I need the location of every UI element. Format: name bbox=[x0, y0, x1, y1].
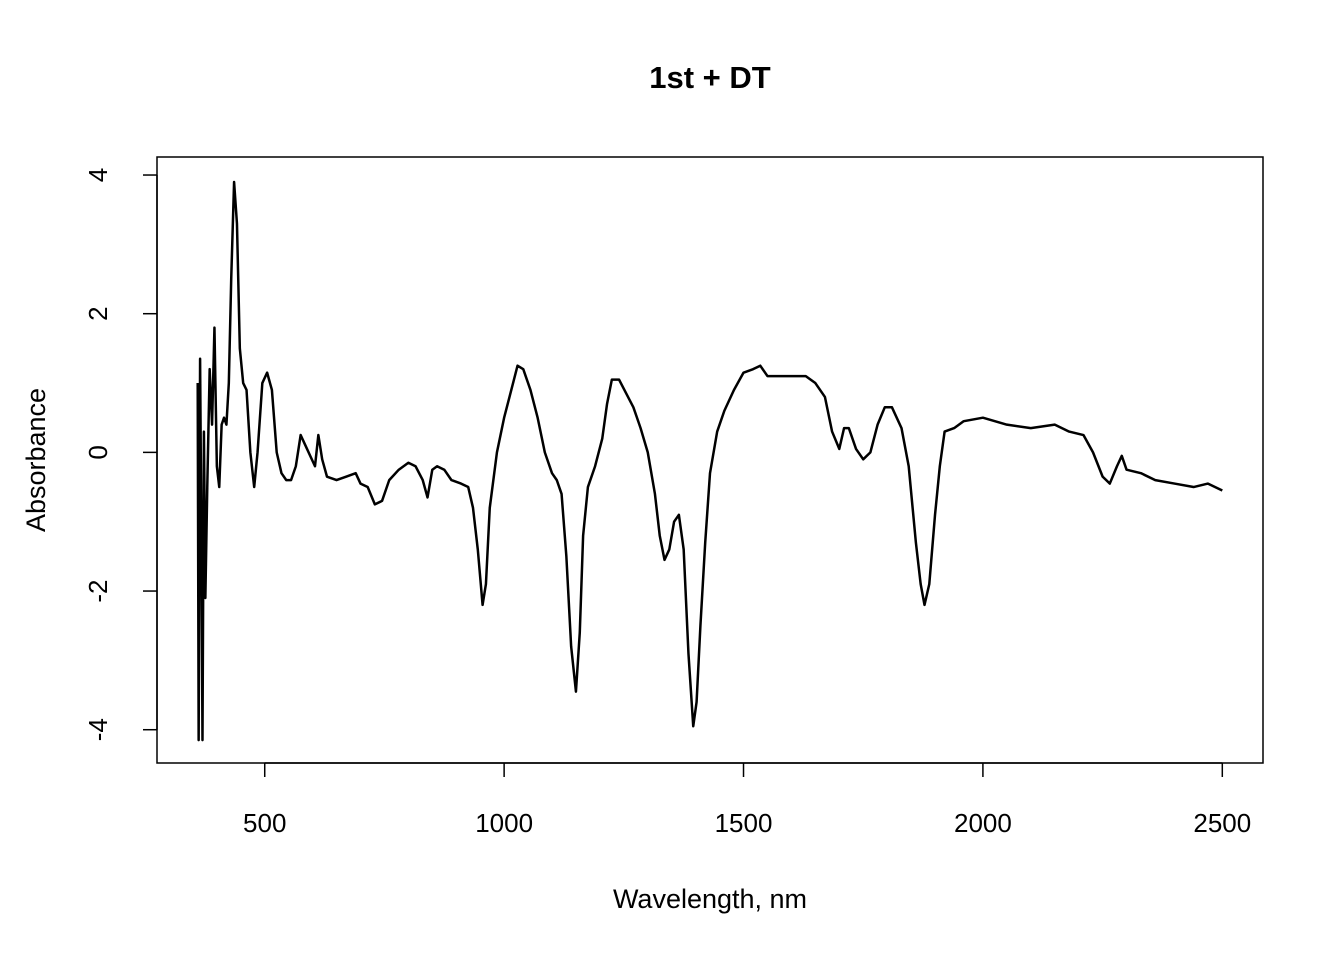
y-tick-label: -4 bbox=[83, 718, 113, 741]
y-tick-label: 2 bbox=[83, 306, 113, 320]
x-tick-label: 1500 bbox=[715, 808, 773, 838]
x-tick-label: 2000 bbox=[954, 808, 1012, 838]
x-tick-label: 2500 bbox=[1193, 808, 1251, 838]
y-axis-label: Absorbance bbox=[21, 388, 51, 532]
x-axis-label: Wavelength, nm bbox=[613, 884, 807, 914]
x-tick-label: 500 bbox=[243, 808, 286, 838]
y-tick-label: 0 bbox=[83, 445, 113, 459]
chart-title: 1st + DT bbox=[649, 60, 771, 95]
y-tick-label: -2 bbox=[83, 579, 113, 602]
x-tick-label: 1000 bbox=[475, 808, 533, 838]
y-tick-label: 4 bbox=[83, 168, 113, 182]
spectrum-line bbox=[196, 180, 1223, 742]
